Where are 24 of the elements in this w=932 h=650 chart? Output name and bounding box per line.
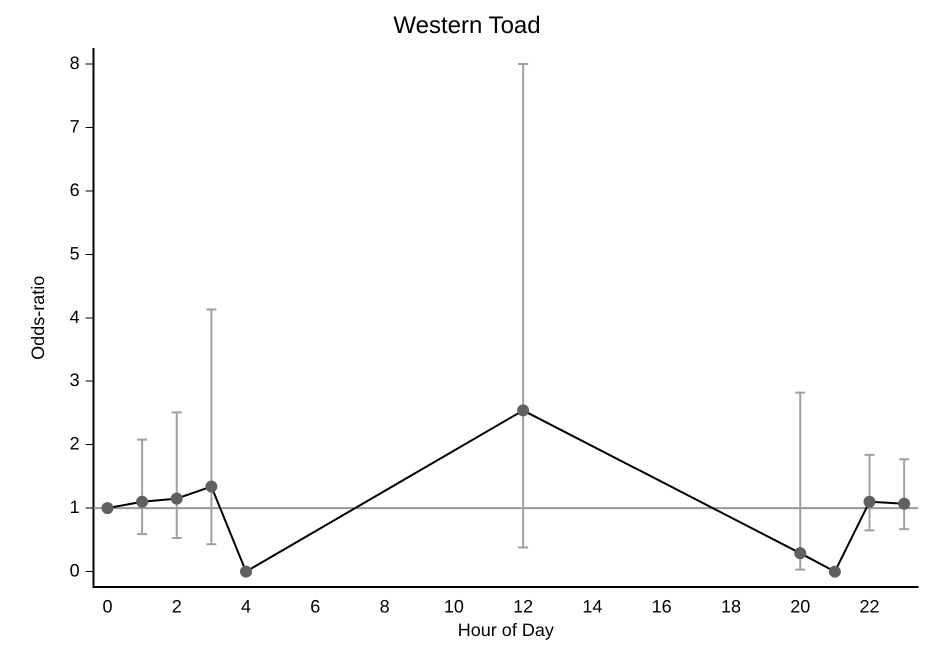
x-axis-title: Hour of Day (458, 620, 554, 640)
x-tick-label: 16 (652, 596, 672, 617)
x-tick-label: 2 (172, 596, 182, 617)
y-tick-label: 2 (70, 434, 80, 454)
x-tick-label: 12 (513, 596, 534, 617)
x-tick-label: 0 (102, 596, 112, 617)
x-tick-label: 14 (582, 596, 602, 617)
x-tick-label: 18 (720, 596, 741, 617)
y-tick-label: 3 (70, 370, 80, 390)
y-tick-label: 7 (70, 116, 80, 136)
x-tick-label: 20 (790, 596, 810, 617)
y-tick-label: 0 (70, 560, 80, 581)
y-tick-label: 5 (70, 243, 80, 264)
x-tick-label: 4 (241, 596, 252, 617)
y-tick-label: 6 (70, 180, 80, 200)
y-axis-title: Odds-ratio (28, 276, 48, 360)
y-tick-label: 8 (70, 52, 80, 73)
y-tick-label: 4 (70, 306, 80, 327)
chart-title: Western Toad (393, 12, 541, 40)
x-tick-label: 10 (444, 596, 464, 617)
y-tick-label: 1 (70, 497, 80, 518)
x-tick-label: 22 (859, 596, 880, 617)
x-tick-label: 8 (380, 596, 390, 617)
x-tick-label: 6 (310, 596, 320, 617)
